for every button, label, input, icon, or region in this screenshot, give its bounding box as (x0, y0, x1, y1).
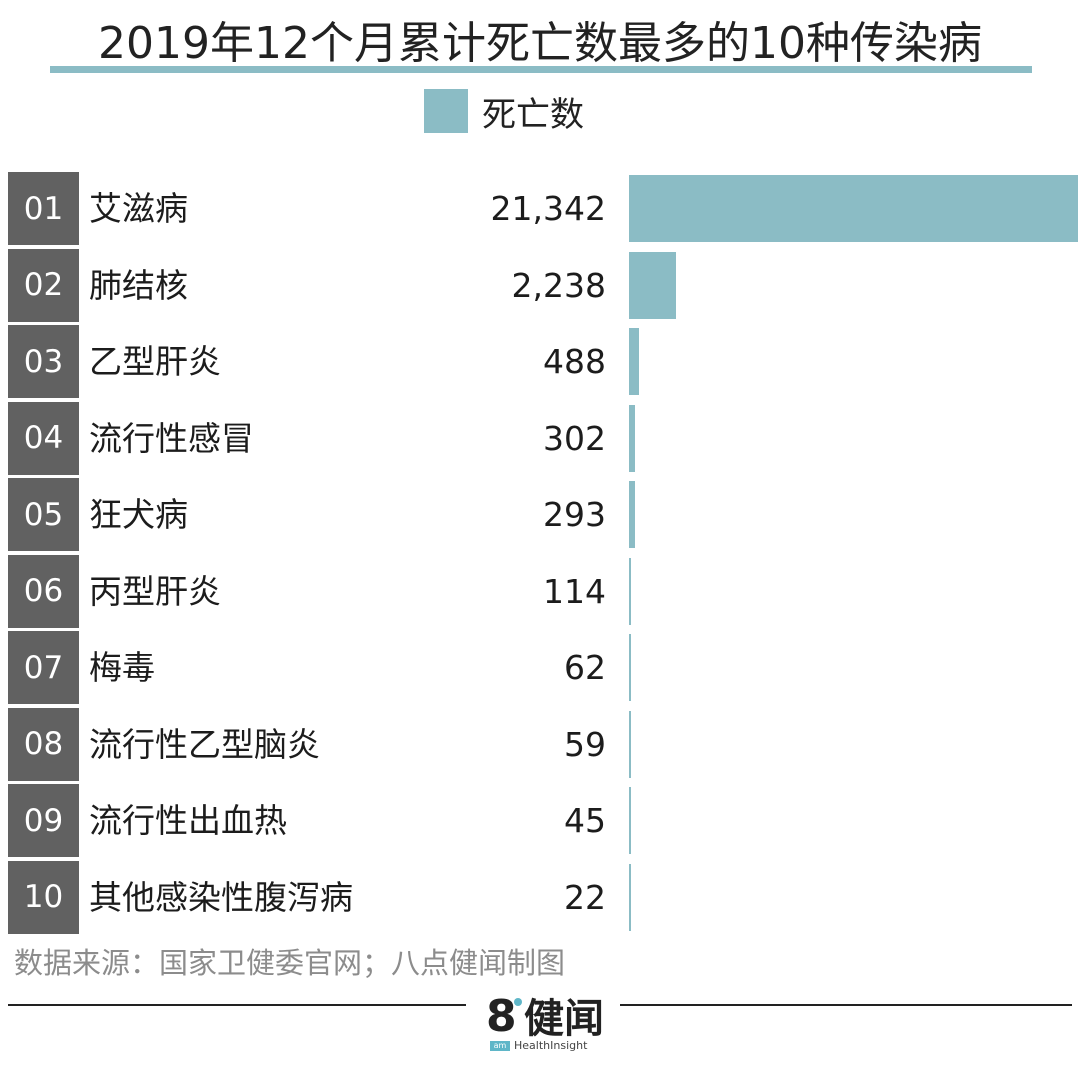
chart-row: 08 流行性乙型脑炎 59 (8, 707, 1074, 781)
data-label: 114 (543, 571, 606, 611)
bar (629, 328, 640, 395)
legend-swatch (424, 89, 468, 133)
bar (629, 863, 631, 931)
data-label: 2,238 (511, 265, 606, 305)
logo-dot-icon (514, 998, 522, 1006)
category-label: 艾滋病 (89, 189, 188, 228)
chart-legend: 死亡数 (424, 88, 584, 135)
bar (629, 481, 636, 548)
rank-badge: 09 (8, 784, 79, 857)
rank-badge: 10 (8, 860, 79, 934)
category-label: 其他感染性腹泻病 (89, 877, 353, 917)
chart-title: 2019年12个月累计死亡数最多的10种传染病 (98, 18, 982, 69)
chart-row: 03 乙型肝炎 488 (8, 325, 1074, 398)
chart-row: 02 肺结核 2,238 (8, 248, 1074, 322)
data-label: 488 (543, 342, 606, 381)
bar (629, 787, 631, 854)
category-label: 狂犬病 (89, 495, 188, 534)
data-label: 21,342 (490, 189, 606, 228)
chart-row: 06 丙型肝炎 114 (8, 554, 1074, 628)
category-label: 乙型肝炎 (89, 342, 221, 381)
title-underline (50, 66, 1032, 73)
category-label: 流行性乙型脑炎 (89, 724, 320, 764)
bar (629, 710, 631, 778)
logo-name-cn: 健闻 (524, 996, 604, 1042)
logo-badge: am (490, 1041, 510, 1051)
rank-badge: 02 (8, 248, 79, 322)
rank-badge: 07 (8, 631, 79, 704)
category-label: 流行性感冒 (89, 418, 254, 458)
category-label: 梅毒 (89, 648, 155, 687)
data-label: 22 (564, 877, 606, 917)
data-label: 62 (564, 648, 606, 687)
rank-badge: 04 (8, 401, 79, 475)
chart-row: 07 梅毒 62 (8, 631, 1074, 704)
data-label: 59 (564, 724, 606, 764)
rank-badge: 01 (8, 172, 79, 245)
bar (629, 175, 1078, 242)
rank-badge: 05 (8, 478, 79, 551)
footer-divider-left (8, 1004, 466, 1006)
source-note: 数据来源：国家卫健委官网；八点健闻制图 (14, 946, 566, 980)
logo-number: 8 (486, 991, 517, 1042)
logo-name-en: HealthInsight (514, 1039, 588, 1052)
bar (629, 251, 677, 319)
category-label: 流行性出血热 (89, 801, 287, 840)
chart-row: 01 艾滋病 21,342 (8, 172, 1078, 245)
chart-row: 05 狂犬病 293 (8, 478, 1074, 551)
legend-label: 死亡数 (482, 94, 584, 135)
chart-row: 10 其他感染性腹泻病 22 (8, 860, 1074, 934)
chart-row: 04 流行性感冒 302 (8, 401, 1074, 475)
bar (629, 404, 636, 472)
rank-badge: 03 (8, 325, 79, 398)
rank-badge: 06 (8, 554, 79, 628)
category-label: 丙型肝炎 (89, 571, 221, 611)
brand-logo: 8 健闻 am HealthInsight (478, 994, 614, 1058)
data-label: 45 (564, 801, 606, 840)
category-label: 肺结核 (89, 265, 188, 305)
data-label: 302 (543, 418, 606, 458)
chart-row: 09 流行性出血热 45 (8, 784, 1074, 857)
footer-divider-right (620, 1004, 1072, 1006)
rank-badge: 08 (8, 707, 79, 781)
data-label: 293 (543, 495, 606, 534)
bar (629, 557, 632, 625)
bar (629, 634, 631, 701)
